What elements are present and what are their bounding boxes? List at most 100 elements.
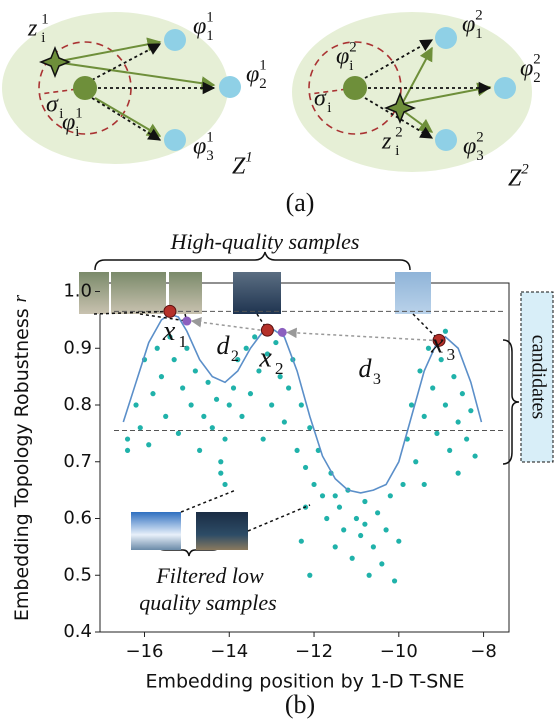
scatter-point [273, 340, 278, 345]
y-tick-label: 0.5 [63, 564, 92, 585]
math-sub: i [349, 58, 353, 74]
scatter-point [362, 499, 367, 504]
prototype [435, 27, 457, 49]
math-sup: 1 [245, 149, 252, 165]
math-base: φ [520, 56, 533, 82]
math-sub: i [327, 100, 331, 116]
scatter-point [214, 397, 219, 402]
math-sup: 1 [206, 9, 213, 25]
y-tick-label: 0.9 [63, 337, 92, 358]
math-sub: 1 [206, 28, 213, 44]
scatter-point [155, 346, 160, 351]
prototype [494, 77, 516, 99]
nearest-point [278, 328, 287, 337]
scatter-point [350, 556, 355, 561]
math-sup: 1 [75, 105, 82, 121]
scatter-point [460, 391, 465, 396]
scatter-point [375, 510, 380, 515]
math-base: Z [508, 166, 522, 192]
scatter-point [189, 402, 194, 407]
math-sub: 3 [446, 345, 455, 364]
math-sub: 2 [275, 359, 284, 378]
scatter-point [392, 578, 397, 583]
math-base: σ [46, 92, 59, 118]
prototype [164, 129, 186, 151]
y-tick-label: 0.8 [63, 394, 92, 415]
scatter-point [138, 425, 143, 430]
math-base: φ [193, 134, 206, 160]
scatter-point [159, 374, 164, 379]
scatter-point [422, 482, 427, 487]
scatter-point [472, 453, 477, 458]
image [111, 272, 166, 314]
scatter-point [176, 431, 181, 436]
scatter-point [252, 334, 257, 339]
scatter-point [239, 414, 244, 419]
math-base: z [381, 129, 392, 155]
scatter-point [371, 544, 376, 549]
scatter-point [180, 385, 185, 390]
scatter-point [362, 522, 367, 527]
scatter-point [337, 505, 342, 510]
math-sub: 1 [178, 332, 187, 351]
scatter-point [422, 414, 427, 419]
scatter-point [227, 402, 232, 407]
scatter-point [396, 539, 401, 544]
x-tick-label: −16 [126, 641, 164, 662]
scatter-point [205, 380, 210, 385]
scatter-point [320, 493, 325, 498]
scatter-point [383, 527, 388, 532]
scatter-point [248, 391, 253, 396]
scatter-point [146, 442, 151, 447]
scatter-point [409, 402, 414, 407]
image [233, 272, 281, 314]
image [196, 512, 248, 550]
scatter-point [299, 402, 304, 407]
math-base: z [27, 16, 38, 42]
distance-arrow [192, 321, 261, 330]
scatter-point [417, 368, 422, 373]
y-axis-symbol: r [10, 294, 31, 302]
scatter-point [269, 402, 274, 407]
scatter-point [307, 425, 312, 430]
panel-b: candidates High-quality samples Filtered… [10, 229, 553, 719]
math-sub: 3 [206, 148, 213, 164]
leader-line [248, 505, 310, 531]
scatter-point [197, 448, 202, 453]
scatter-point [388, 493, 393, 498]
math-sup: 2 [476, 129, 483, 145]
math-base: x [430, 329, 444, 360]
scatter-point [354, 516, 359, 521]
math-sub: 3 [373, 371, 381, 388]
candidates-label: candidates [527, 335, 549, 420]
prototype [219, 76, 241, 98]
scatter-point [222, 482, 227, 487]
math-sup: 1 [259, 57, 266, 73]
math-base: φ [193, 14, 206, 40]
prototype [164, 29, 186, 51]
brace [95, 252, 410, 270]
scatter-point [451, 374, 456, 379]
scatter-point [231, 385, 236, 390]
math-sup: 2 [349, 39, 356, 55]
math-sup: 2 [521, 161, 529, 177]
scatter-point [210, 425, 215, 430]
x-tick-label: −14 [210, 641, 248, 662]
anchor [343, 76, 367, 100]
y-tick-label: 0.7 [63, 451, 92, 472]
scatter-point [311, 482, 316, 487]
y-tick-label: 0.6 [63, 508, 92, 529]
math-sub: 1 [475, 26, 482, 42]
scatter-point [464, 436, 469, 441]
scatter-point [468, 408, 473, 413]
scatter-point [324, 516, 329, 521]
scatter-point [282, 419, 287, 424]
x-tick-label: −12 [295, 641, 333, 662]
math-base: φ [62, 110, 75, 136]
annotation: High-quality samples [170, 229, 360, 254]
scatter-point [201, 414, 206, 419]
scatter-point [367, 573, 372, 578]
math-sup: 2 [475, 7, 482, 23]
scatter-point [307, 573, 312, 578]
scatter-point [333, 544, 338, 549]
